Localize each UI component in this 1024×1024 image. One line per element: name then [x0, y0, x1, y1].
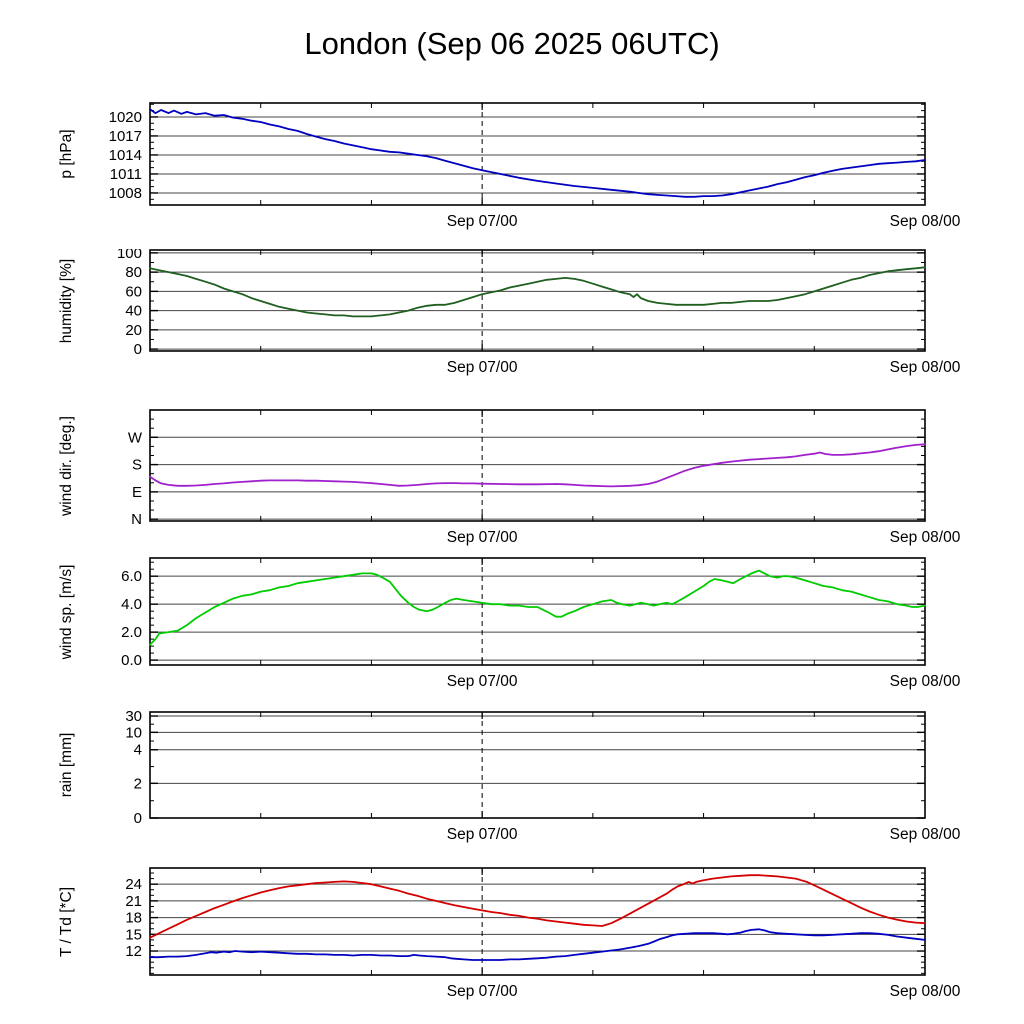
- temperature-line: [149, 874, 926, 939]
- x-tick-label: Sep 08/00: [890, 673, 961, 690]
- plot-frame: [149, 102, 926, 206]
- y-tick-label: 80: [125, 264, 142, 281]
- y-tick-label: 1020: [109, 109, 142, 126]
- x-tick-label: Sep 08/00: [890, 983, 961, 1000]
- y-tick-label: 1011: [110, 166, 142, 183]
- pressure-plot: 1008 1011 1014 1017 1020 Sep 07/00 Sep 08/00: [109, 102, 961, 230]
- x-tick-label: Sep 07/00: [447, 213, 518, 230]
- wind-speed-line: [149, 569, 926, 646]
- y-tick-label: 21: [125, 893, 142, 910]
- y-axis-label-wind-direction: wind dir. [deg.]: [58, 416, 75, 516]
- plot-frame: [149, 867, 926, 976]
- wind-direction-line: [149, 443, 926, 488]
- y-tick-label: 12: [125, 943, 142, 960]
- panel-wind-direction: wind dir. [deg.] N E S W Sep 07/00 Sep 08/00: [0, 409, 1024, 554]
- plot-frame: [149, 409, 926, 522]
- panel-humidity: humidity [%] 0 20 40 60 80 100 Sep 07/00 Sep 08…: [0, 249, 1024, 384]
- y-tick-label: 18: [125, 910, 142, 927]
- x-tick-label: Sep 07/00: [447, 826, 518, 843]
- y-tick-label: 20: [125, 322, 142, 339]
- plot-frame: [149, 711, 926, 819]
- y-tick-label: 24: [125, 876, 142, 893]
- x-tick-label: Sep 07/00: [447, 359, 518, 376]
- humidity-line: [149, 266, 926, 318]
- pressure-line: [149, 108, 926, 198]
- y-tick-label: 60: [125, 283, 142, 300]
- panel-rain: rain [mm] 0 2 4 10 30 Sep 07/00 Sep 08/00: [0, 711, 1024, 851]
- y-tick-label: 0: [134, 810, 142, 827]
- x-tick-label: Sep 08/00: [890, 529, 961, 546]
- y-tick-label: W: [128, 429, 143, 446]
- wind-speed-plot: 0.0 2.0 4.0 6.0 Sep 07/00 Sep 08/00: [121, 557, 961, 690]
- y-tick-label: 4: [134, 742, 142, 759]
- y-tick-label: 0: [134, 341, 142, 358]
- y-tick-label: 15: [125, 926, 142, 943]
- y-axis-label-temperature: T / Td [*C]: [58, 886, 75, 958]
- y-tick-label: 1008: [109, 185, 142, 202]
- x-tick-label: Sep 08/00: [890, 826, 961, 843]
- y-tick-label: 2.0: [121, 624, 142, 641]
- x-tick-label: Sep 08/00: [890, 213, 961, 230]
- y-tick-label: 2: [134, 775, 142, 792]
- y-tick-label: 0.0: [121, 652, 142, 669]
- y-tick-label: 4.0: [121, 596, 142, 613]
- y-tick-label: 40: [125, 303, 142, 320]
- y-tick-label: 1014: [109, 147, 142, 164]
- y-tick-label: S: [132, 457, 142, 474]
- y-tick-label: N: [131, 511, 142, 528]
- x-tick-label: Sep 07/00: [447, 983, 518, 1000]
- x-tick-label: Sep 07/00: [447, 529, 518, 546]
- y-tick-label: 30: [125, 711, 142, 725]
- y-axis-label-wind-speed: wind sp. [m/s]: [58, 564, 75, 660]
- y-axis-label-humidity: humidity [%]: [58, 258, 75, 344]
- x-tick-label: Sep 08/00: [890, 359, 961, 376]
- panel-wind-speed: wind sp. [m/s] 0.0 2.0 4.0 6.0 Sep 07/00 Sep …: [0, 557, 1024, 698]
- x-tick-label: Sep 07/00: [447, 673, 518, 690]
- plot-frame: [149, 557, 926, 666]
- y-axis-label-pressure: p [hPa]: [58, 129, 75, 179]
- y-tick-label: 100: [117, 249, 142, 262]
- panel-pressure: p [hPa] 1008 1011 1014 1017 1020 Sep 07/00 Sep…: [0, 102, 1024, 238]
- panel-temperature: T / Td [*C] 12 15 18 21 24 Sep 07/00 Sep 08/00: [0, 867, 1024, 1008]
- humidity-plot: 0 20 40 60 80 100 Sep 07/00 Sep 08/00: [117, 249, 961, 376]
- y-tick-label: E: [132, 484, 142, 501]
- y-axis-label-rain: rain [mm]: [58, 732, 75, 798]
- y-tick-label: 1017: [109, 128, 142, 145]
- y-tick-label: 6.0: [121, 568, 142, 585]
- plot-frame: [149, 249, 926, 352]
- dewpoint-line: [149, 928, 926, 961]
- y-tick-label: 10: [125, 724, 142, 741]
- chart-title: London (Sep 06 2025 06UTC): [304, 26, 720, 61]
